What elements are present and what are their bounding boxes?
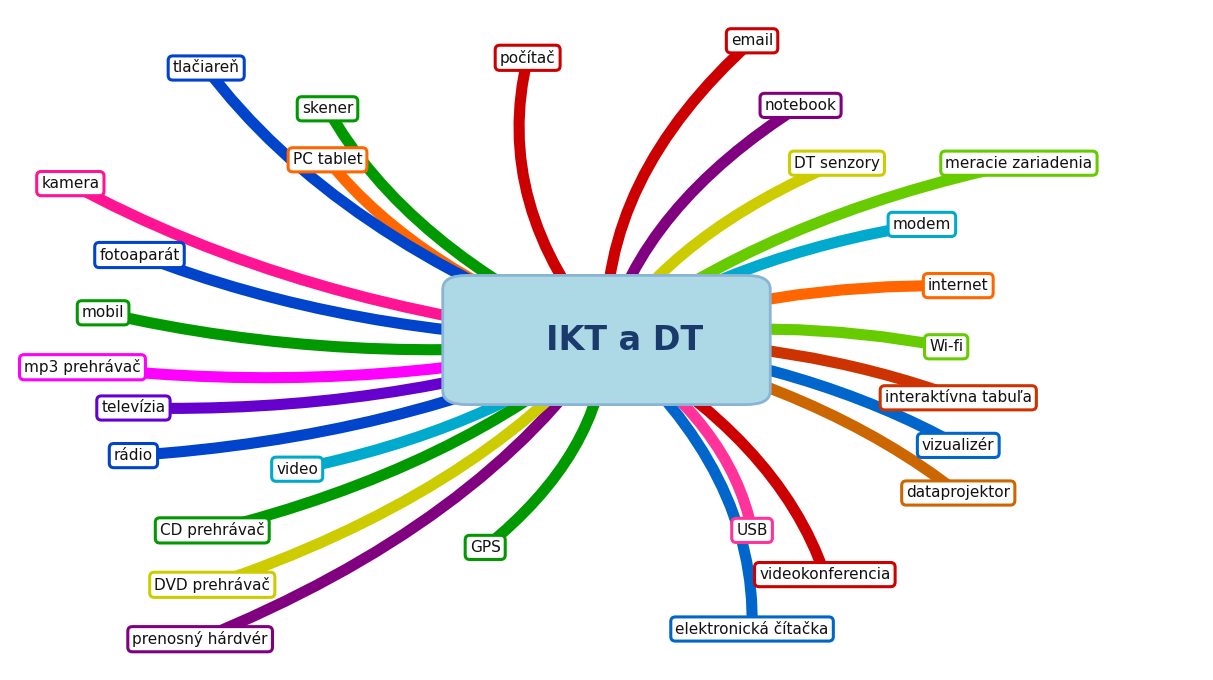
Text: DVD prehrávač: DVD prehrávač <box>154 577 270 593</box>
Text: počítač: počítač <box>500 50 556 66</box>
Text: televízia: televízia <box>102 401 165 415</box>
Text: internet: internet <box>928 278 989 293</box>
Text: CD prehrávač: CD prehrávač <box>160 522 264 539</box>
Text: rádio: rádio <box>114 448 153 463</box>
Text: PC tablet: PC tablet <box>292 152 363 167</box>
Text: videokonferencia: videokonferencia <box>759 567 890 582</box>
Text: mp3 prehrávač: mp3 prehrávač <box>24 359 141 375</box>
Text: video: video <box>277 462 318 477</box>
Text: modem: modem <box>893 217 951 232</box>
Text: dataprojektor: dataprojektor <box>906 486 1010 500</box>
Text: DT senzory: DT senzory <box>795 156 879 171</box>
Text: elektronická čítačka: elektronická čítačka <box>676 622 828 636</box>
Text: interaktívna tabuľa: interaktívna tabuľa <box>884 390 1032 405</box>
Text: notebook: notebook <box>764 98 837 113</box>
Text: GPS: GPS <box>469 540 501 555</box>
Text: email: email <box>731 33 773 48</box>
Text: prenosný hárdvér: prenosný hárdvér <box>132 631 268 647</box>
Text: kamera: kamera <box>41 176 99 191</box>
Text: meracie zariadenia: meracie zariadenia <box>945 156 1093 171</box>
Text: skener: skener <box>302 101 353 116</box>
Text: vizualizér: vizualizér <box>922 438 995 453</box>
FancyBboxPatch shape <box>443 275 770 405</box>
Text: USB: USB <box>736 523 768 538</box>
Text: mobil: mobil <box>81 305 125 320</box>
Text: Wi-fi: Wi-fi <box>929 339 963 354</box>
Text: tlačiareň: tlačiareň <box>172 61 240 75</box>
Text: IKT a DT: IKT a DT <box>546 324 704 356</box>
Text: fotoaparát: fotoaparát <box>99 247 180 263</box>
